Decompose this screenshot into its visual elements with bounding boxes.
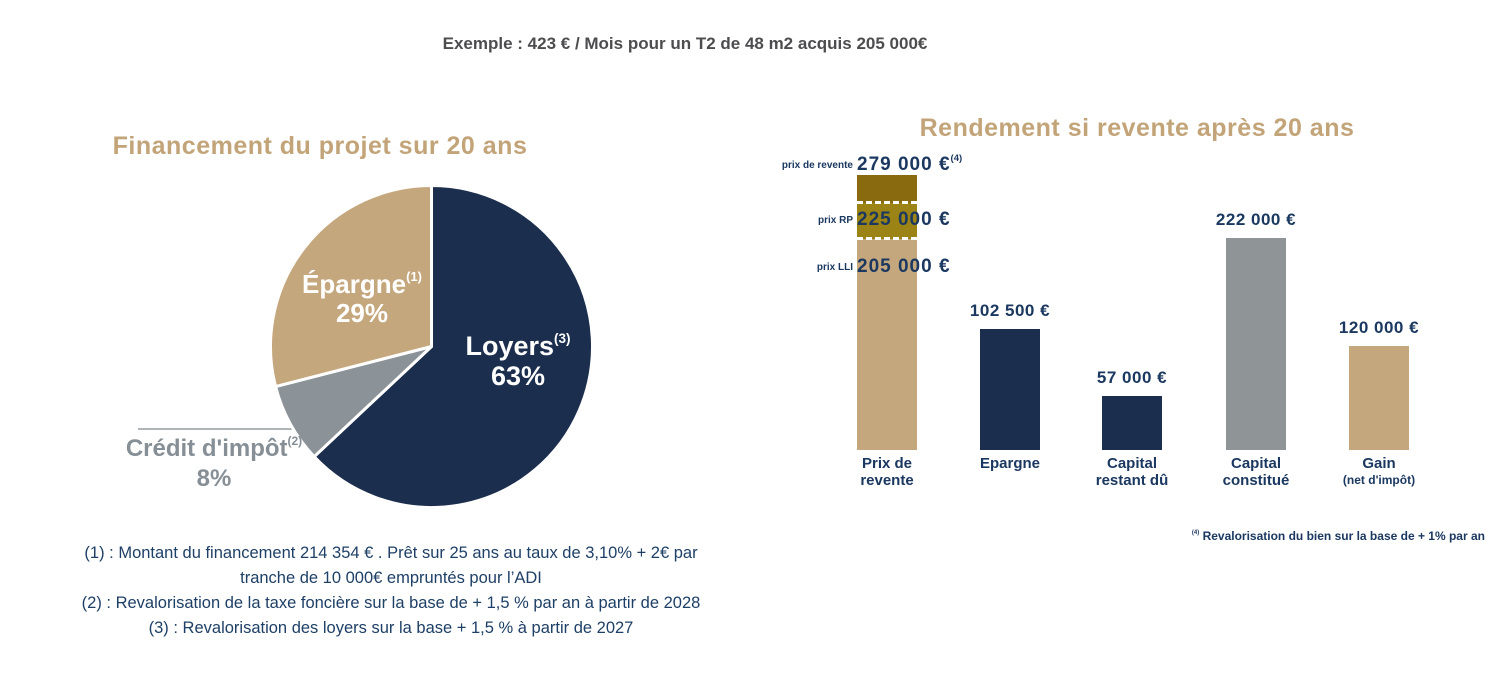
credit-impot-label-text: Crédit d'impôt — [125, 435, 288, 462]
pie-label-credit-impot: Crédit d'impôt(2) 8% — [126, 434, 302, 494]
bar-category-line: Epargne — [979, 455, 1040, 472]
bar-1 — [980, 329, 1040, 450]
bar-2 — [1102, 396, 1162, 450]
pie-label-epargne: Épargne(1) 29% — [302, 268, 422, 328]
bar-category-label-2: Capital restant dû — [1052, 455, 1212, 489]
bar-category-label-3: Capital constitué — [1176, 455, 1336, 489]
bar-segment-0 — [857, 175, 917, 203]
bar-category-line: revente — [860, 472, 914, 489]
loyers-label-text: Loyers — [465, 330, 555, 361]
pie-chart-title: Financement du projet sur 20 ans — [112, 132, 528, 160]
bar-chart-title: Rendement si revente après 20 ans — [919, 114, 1355, 142]
epargne-percent: 29% — [335, 298, 389, 328]
loyers-percent: 63% — [490, 361, 546, 391]
bar-category-line: constitué — [1222, 472, 1290, 489]
bar-category-line: (net d'impôt) — [1342, 473, 1416, 487]
bar-footnote-ref: (4) — [1191, 530, 1200, 537]
footnote-line-1: (1) : Montant du financement 214 354 € .… — [84, 544, 698, 562]
bar-segment-1 — [857, 203, 917, 239]
footnote-line-3: (2) : Revalorisation de la taxe foncière… — [81, 594, 701, 612]
bar-value-label-1: 102 500 € — [969, 301, 1051, 320]
pie-slice-2 — [269, 184, 433, 389]
bar-4 — [1349, 346, 1409, 450]
bar-segment-2 — [857, 239, 917, 450]
marker-label-2: prix LLI — [816, 262, 853, 273]
bar-category-line: Prix de — [861, 455, 913, 472]
bar-value-label-2: 57 000 € — [1096, 368, 1168, 387]
footnote-line-4: (3) : Revalorisation des loyers sur la b… — [148, 619, 634, 637]
footnote-line-2: tranche de 10 000€ empruntés pour l’ADI — [240, 569, 542, 587]
credit-impot-footnote-ref: (2) — [287, 434, 303, 449]
loyers-footnote-ref: (3) — [554, 330, 571, 346]
pie-slice-0 — [312, 184, 594, 509]
marker-label-0: prix de revente — [781, 160, 853, 171]
marker-value-ref-0: (4) — [950, 153, 963, 165]
credit-impot-leader-line — [138, 428, 295, 430]
pie-chart-svg — [269, 184, 594, 509]
bar-dashed-divider-1 — [857, 237, 917, 240]
bar-dashed-divider-0 — [857, 201, 917, 204]
bar-category-line: Capital — [1106, 455, 1157, 472]
credit-impot-percent: 8% — [196, 465, 232, 492]
epargne-footnote-ref: (1) — [406, 269, 422, 285]
marker-value-0: 279 000 €(4) — [857, 153, 963, 175]
bar-category-line: Gain — [1362, 455, 1396, 472]
epargne-label-text: Épargne — [302, 268, 407, 299]
pie-label-loyers: Loyers(3) 63% — [465, 331, 570, 391]
marker-value-1: 225 000 € — [857, 209, 951, 230]
bar-category-line: restant dû — [1095, 472, 1169, 489]
marker-label-1: prix RP — [817, 215, 853, 226]
footnotes-block: (1) : Montant du financement 214 354 € .… — [82, 541, 701, 641]
bar-chart-footnote: (4) Revalorisation du bien sur la base d… — [1192, 529, 1485, 543]
bar-category-label-0: Prix de revente — [807, 455, 967, 489]
pie-chart — [268, 183, 595, 510]
bar-category-label-1: Epargne — [930, 455, 1090, 472]
bar-value-label-4: 120 000 € — [1338, 318, 1420, 337]
bar-category-label-4: Gain (net d'impôt) — [1299, 455, 1459, 489]
bar-footnote-text: Revalorisation du bien sur la base de + … — [1202, 529, 1485, 543]
bar-3 — [1226, 238, 1286, 450]
marker-value-2: 205 000 € — [857, 256, 951, 277]
bar-category-line: Capital — [1230, 455, 1281, 472]
bar-value-label-3: 222 000 € — [1215, 210, 1297, 229]
page-title: Exemple : 423 € / Mois pour un T2 de 48 … — [442, 34, 928, 53]
